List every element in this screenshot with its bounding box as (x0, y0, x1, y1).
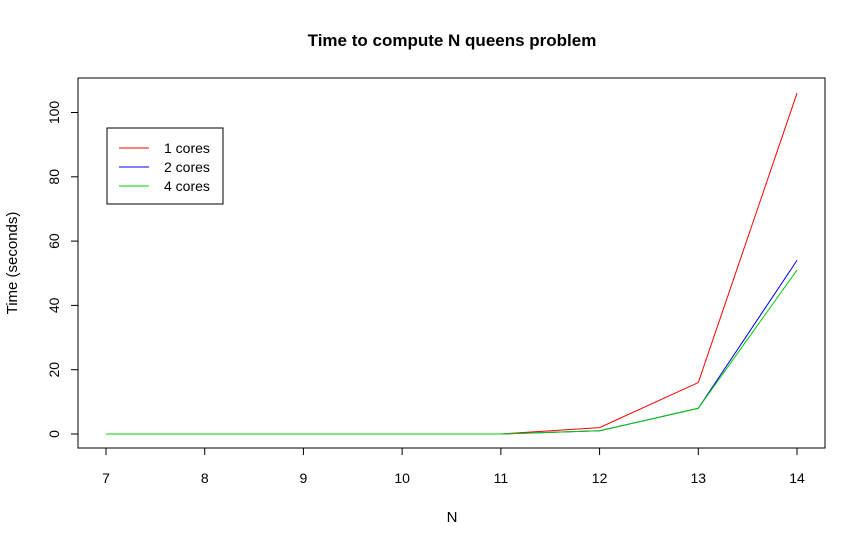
y-axis-label: Time (seconds) (4, 212, 21, 315)
series-line-2 (106, 260, 798, 435)
y-axis: 0 20 40 60 80 100 (46, 101, 79, 438)
x-tick-label: 11 (494, 470, 509, 486)
series-line-3 (106, 269, 798, 435)
chart-title: Time to compute N queens problem (308, 31, 597, 50)
y-tick-label: 20 (46, 362, 62, 378)
series-lines (106, 93, 798, 435)
legend-label-1: 1 cores (164, 140, 210, 156)
legend: 1 cores 2 cores 4 cores (106, 127, 224, 205)
y-tick-label: 40 (46, 297, 62, 313)
y-tick-label: 80 (46, 169, 62, 185)
y-tick-label: 0 (46, 430, 62, 438)
legend-box (106, 127, 224, 205)
y-tick-label: 60 (46, 233, 62, 249)
x-tick-label: 10 (394, 470, 410, 486)
legend-label-3: 4 cores (164, 178, 210, 194)
x-tick-label: 13 (690, 470, 706, 486)
x-tick-label: 12 (592, 470, 608, 486)
x-axis: 7 8 9 10 11 12 13 14 (102, 447, 805, 486)
x-tick-label: 9 (300, 470, 308, 486)
x-tick-label: 8 (201, 470, 209, 486)
x-axis-label: N (447, 509, 458, 526)
legend-label-2: 2 cores (164, 159, 210, 175)
y-tick-label: 100 (46, 101, 62, 125)
x-tick-label: 14 (789, 470, 805, 486)
x-tick-label: 7 (102, 470, 110, 486)
